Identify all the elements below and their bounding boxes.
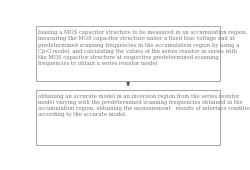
FancyBboxPatch shape: [36, 26, 220, 81]
FancyBboxPatch shape: [36, 90, 220, 145]
Text: obtaining an accurate model in an inversion region from the series resistor
mode: obtaining an accurate model in an invers…: [38, 94, 250, 117]
Text: biasing a MOS capacitor structure to be measured in an accumulation region,
meas: biasing a MOS capacitor structure to be …: [38, 30, 248, 66]
